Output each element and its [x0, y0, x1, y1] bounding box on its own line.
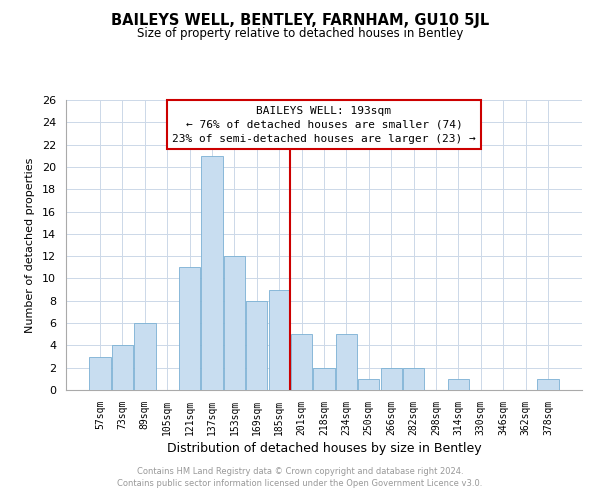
Bar: [313, 368, 335, 390]
Bar: [403, 368, 424, 390]
Text: BAILEYS WELL, BENTLEY, FARNHAM, GU10 5JL: BAILEYS WELL, BENTLEY, FARNHAM, GU10 5JL: [111, 12, 489, 28]
Text: BAILEYS WELL: 193sqm
← 76% of detached houses are smaller (74)
23% of semi-detac: BAILEYS WELL: 193sqm ← 76% of detached h…: [172, 106, 476, 144]
Bar: [202, 156, 223, 390]
Bar: [358, 379, 379, 390]
Bar: [224, 256, 245, 390]
Bar: [246, 301, 268, 390]
X-axis label: Distribution of detached houses by size in Bentley: Distribution of detached houses by size …: [167, 442, 481, 455]
Bar: [380, 368, 402, 390]
Y-axis label: Number of detached properties: Number of detached properties: [25, 158, 35, 332]
Bar: [537, 379, 559, 390]
Bar: [336, 334, 357, 390]
Bar: [179, 268, 200, 390]
Bar: [89, 356, 111, 390]
Text: Size of property relative to detached houses in Bentley: Size of property relative to detached ho…: [137, 28, 463, 40]
Bar: [112, 346, 133, 390]
Bar: [291, 334, 312, 390]
Bar: [134, 323, 155, 390]
Bar: [269, 290, 290, 390]
Text: Contains HM Land Registry data © Crown copyright and database right 2024.
Contai: Contains HM Land Registry data © Crown c…: [118, 466, 482, 487]
Bar: [448, 379, 469, 390]
